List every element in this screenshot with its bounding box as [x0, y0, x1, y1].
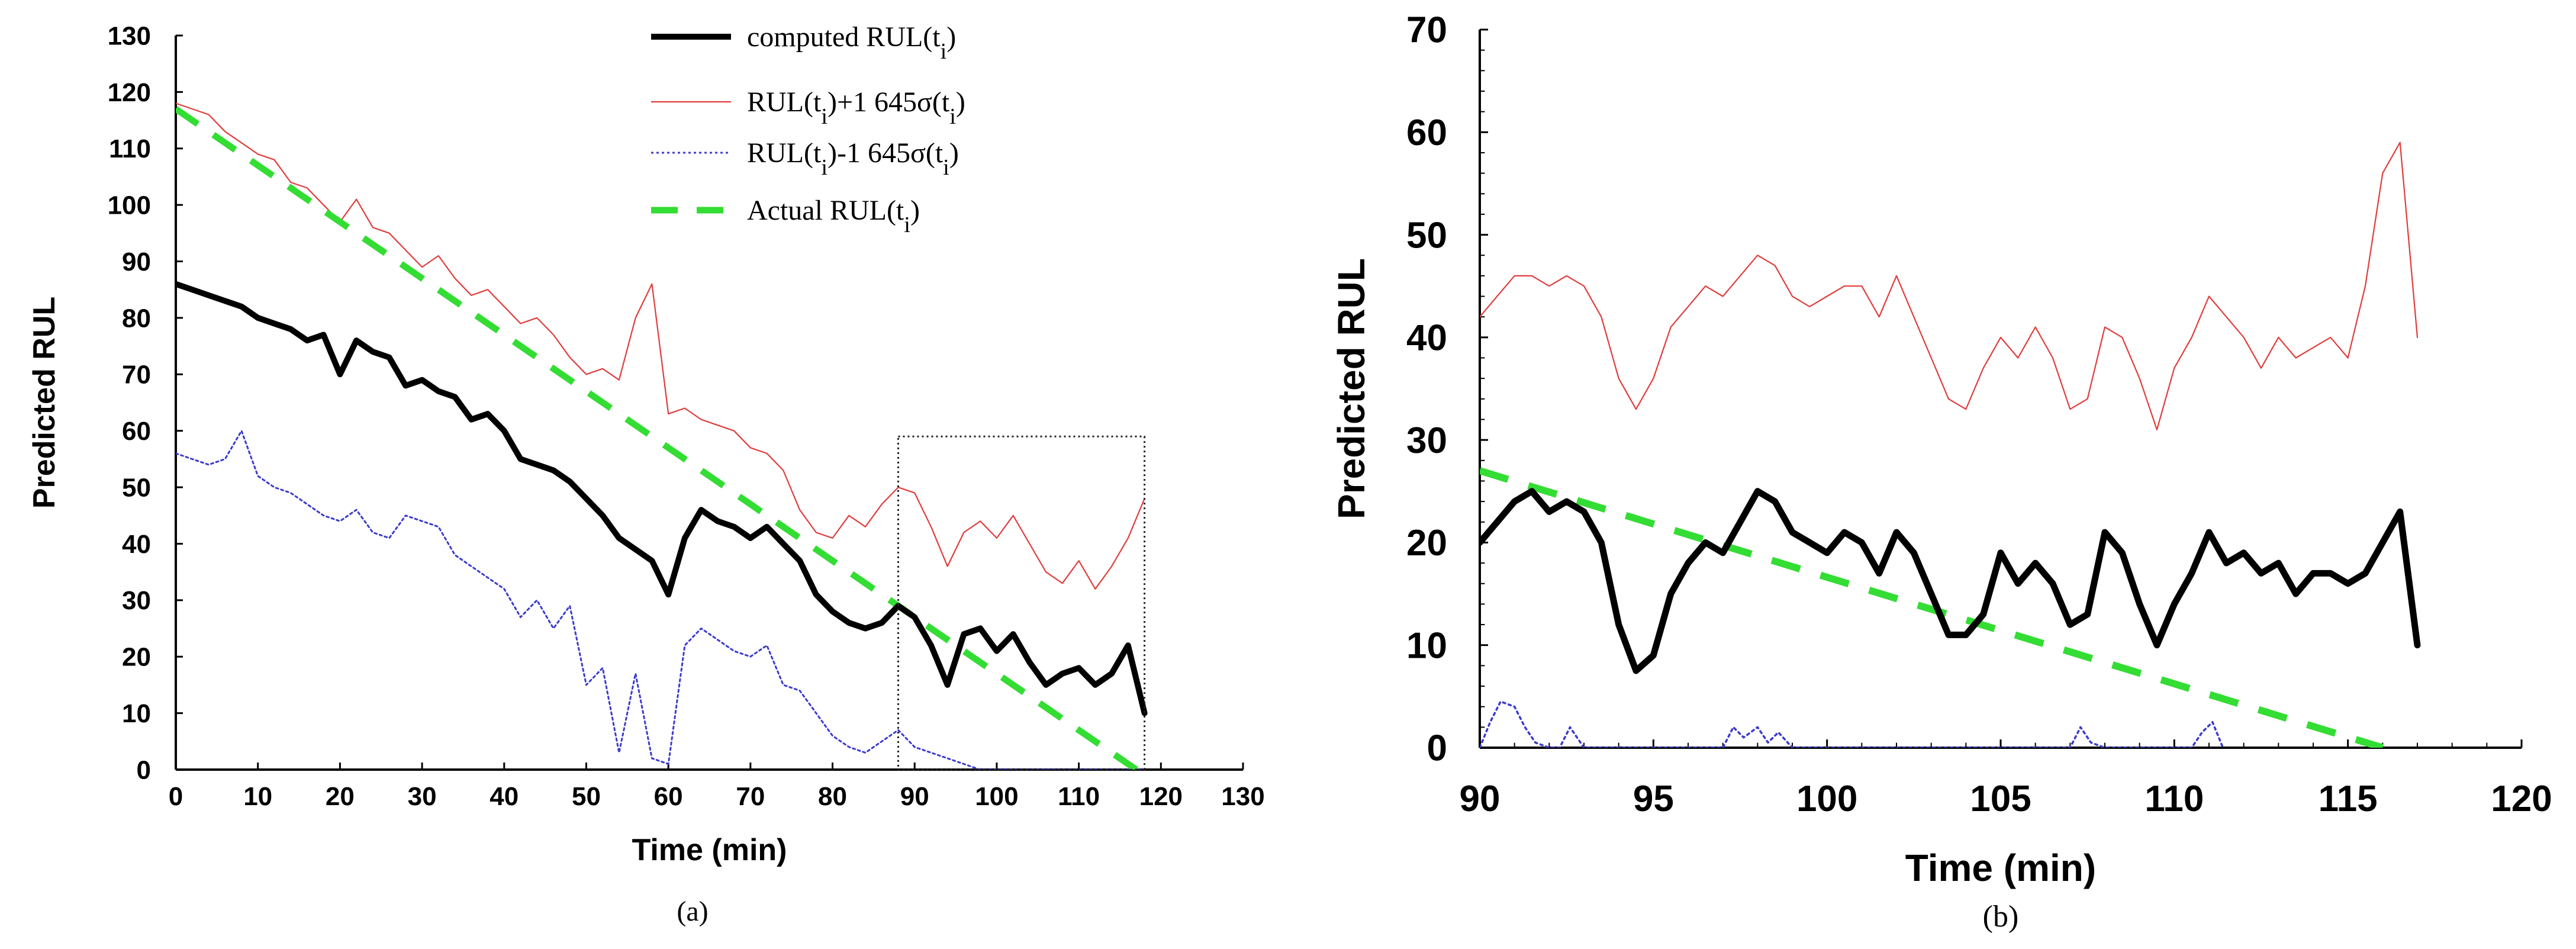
x-tick-label: 80 [818, 782, 847, 811]
legend-text-sub: i [904, 213, 910, 237]
x-tick-label: 90 [1460, 778, 1500, 819]
x-tick-label: 110 [2144, 778, 2204, 819]
x-tick-label: 115 [2319, 778, 2378, 819]
panel-a-chart: 0 10 20 30 40 50 60 70 80 90 100 110 120 130 0 10 20 30 40… [27, 21, 1265, 927]
lower-bound-line [1480, 700, 2224, 748]
upper-bound-line [1480, 141, 2419, 430]
y-tick-label: 30 [1406, 420, 1447, 461]
x-tick-label: 30 [408, 782, 437, 811]
legend-text-suffix: ) [956, 86, 965, 118]
legend-text-suffix: ) [949, 137, 959, 169]
x-tick-label: 100 [975, 782, 1018, 811]
x-tick-label: 50 [572, 782, 601, 811]
legend-text-sub2: i [949, 104, 956, 129]
actual-rul-line [176, 106, 1138, 770]
x-tick-label: 90 [900, 782, 929, 811]
x-tick-label: 110 [1058, 782, 1100, 811]
y-tick-label: 0 [137, 755, 151, 784]
y-tick-label: 60 [122, 417, 151, 446]
legend-text-suffix: ) [946, 21, 956, 53]
y-tick-label: 30 [122, 586, 151, 615]
y-tick-label: 110 [109, 134, 151, 163]
y-tick-label: 40 [1406, 318, 1447, 359]
x-tick-label: 120 [2491, 778, 2552, 819]
y-axis-title: Predicted RUL [27, 297, 62, 509]
panel-caption: (a) [677, 896, 708, 927]
x-tick-label: 120 [1139, 782, 1183, 811]
y-tick-label: 0 [1427, 728, 1447, 769]
legend-entry-2: RUL(ti)-1 645σ(ti) [747, 137, 959, 180]
y-tick-label: 10 [1406, 625, 1447, 666]
y-tick-label: 120 [108, 78, 151, 107]
computed-rul-line [1480, 488, 2421, 674]
y-tick-label: 20 [122, 643, 151, 672]
x-axis-title: Time (min) [1905, 847, 2096, 889]
legend-text-sub: i [941, 39, 947, 64]
legend-text-base: Actual RUL(t [747, 195, 904, 226]
legend-text-sub: i [821, 104, 827, 129]
legend-text-base: computed RUL(t [747, 21, 941, 53]
lower-bound-line [176, 430, 1146, 770]
x-tick-label: 100 [1796, 778, 1857, 819]
legend-text-base: RUL(t [747, 137, 822, 169]
legend-entry-1: RUL(ti)+1 645σ(ti) [747, 86, 965, 129]
y-tick-label: 50 [1406, 215, 1447, 256]
zoom-region-box [897, 435, 1146, 771]
y-tick-label: 90 [122, 247, 151, 276]
x-tick-label: 40 [490, 782, 519, 811]
y-axis-title: Predicted RUL [1330, 258, 1373, 519]
y-tick-label: 20 [1406, 523, 1447, 564]
legend-entry-0: computed RUL(ti) [747, 21, 956, 64]
legend-entry-3: Actual RUL(ti) [747, 195, 920, 237]
y-tick-label: 70 [122, 361, 151, 390]
legend-text-mid: )+1 645σ(t [827, 86, 950, 118]
x-tick-label: 95 [1633, 778, 1674, 819]
x-tick-label: 70 [736, 782, 765, 811]
y-tick-label: 10 [122, 699, 151, 728]
y-tick-label: 70 [1406, 10, 1447, 51]
legend-text-mid: )-1 645σ(t [827, 137, 944, 169]
x-tick-label: 130 [1221, 782, 1264, 811]
legend-text-sub2: i [943, 155, 949, 180]
y-tick-label: 50 [122, 473, 151, 502]
x-tick-label: 105 [1970, 778, 2031, 819]
panel-b-chart: 0 10 20 30 40 50 60 70 90 95 100 105 110 115 120 Time (… [1330, 10, 2552, 934]
upper-bound-line [176, 102, 1145, 590]
legend-text-suffix: ) [910, 195, 920, 226]
computed-rul-line [176, 281, 1148, 716]
y-tick-label: 80 [122, 304, 151, 333]
x-tick-label: 10 [243, 782, 272, 811]
x-axis-title: Time (min) [632, 833, 787, 867]
x-tick-label: 60 [654, 782, 683, 811]
x-tick-label: 0 [169, 782, 183, 811]
x-tick-label: 20 [326, 782, 355, 811]
y-tick-label: 100 [108, 191, 151, 220]
y-tick-label: 130 [108, 21, 151, 50]
panel-caption: (b) [1983, 900, 2019, 934]
legend-text-sub: i [821, 155, 827, 180]
legend-text-base: RUL(t [747, 86, 822, 118]
y-tick-label: 40 [122, 530, 151, 559]
y-tick-label: 60 [1406, 112, 1447, 153]
actual-rul-line [1480, 467, 2384, 748]
